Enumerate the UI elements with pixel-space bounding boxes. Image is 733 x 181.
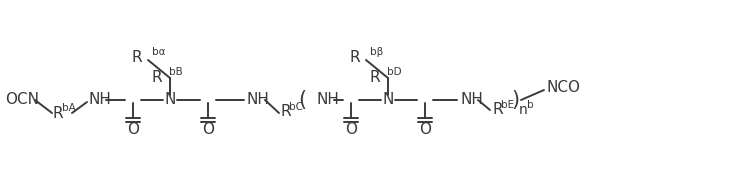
Text: bA: bA: [62, 103, 75, 113]
Text: OCN: OCN: [5, 92, 39, 106]
Text: O: O: [419, 123, 431, 138]
Text: bE: bE: [501, 100, 514, 110]
Text: bβ: bβ: [370, 47, 383, 57]
Text: R: R: [492, 102, 503, 117]
Text: R: R: [131, 50, 142, 66]
Text: R: R: [152, 71, 162, 85]
Text: b: b: [527, 100, 534, 110]
Text: O: O: [202, 123, 214, 138]
Text: R: R: [350, 50, 360, 66]
Text: O: O: [127, 123, 139, 138]
Text: N: N: [383, 92, 394, 108]
Text: bα: bα: [152, 47, 166, 57]
Text: O: O: [345, 123, 357, 138]
Text: N: N: [164, 92, 176, 108]
Text: bD: bD: [387, 67, 402, 77]
Text: bB: bB: [169, 67, 183, 77]
Text: NH: NH: [460, 92, 483, 108]
Text: R: R: [53, 106, 64, 121]
Text: NH: NH: [88, 92, 111, 108]
Text: R: R: [280, 104, 290, 119]
Text: R: R: [369, 71, 380, 85]
Text: NH: NH: [247, 92, 270, 108]
Text: (: (: [298, 90, 306, 110]
Text: n: n: [519, 103, 528, 117]
Text: NH: NH: [316, 92, 339, 108]
Text: NCO: NCO: [547, 81, 581, 96]
Text: bC: bC: [289, 102, 303, 112]
Text: ): ): [511, 90, 519, 110]
